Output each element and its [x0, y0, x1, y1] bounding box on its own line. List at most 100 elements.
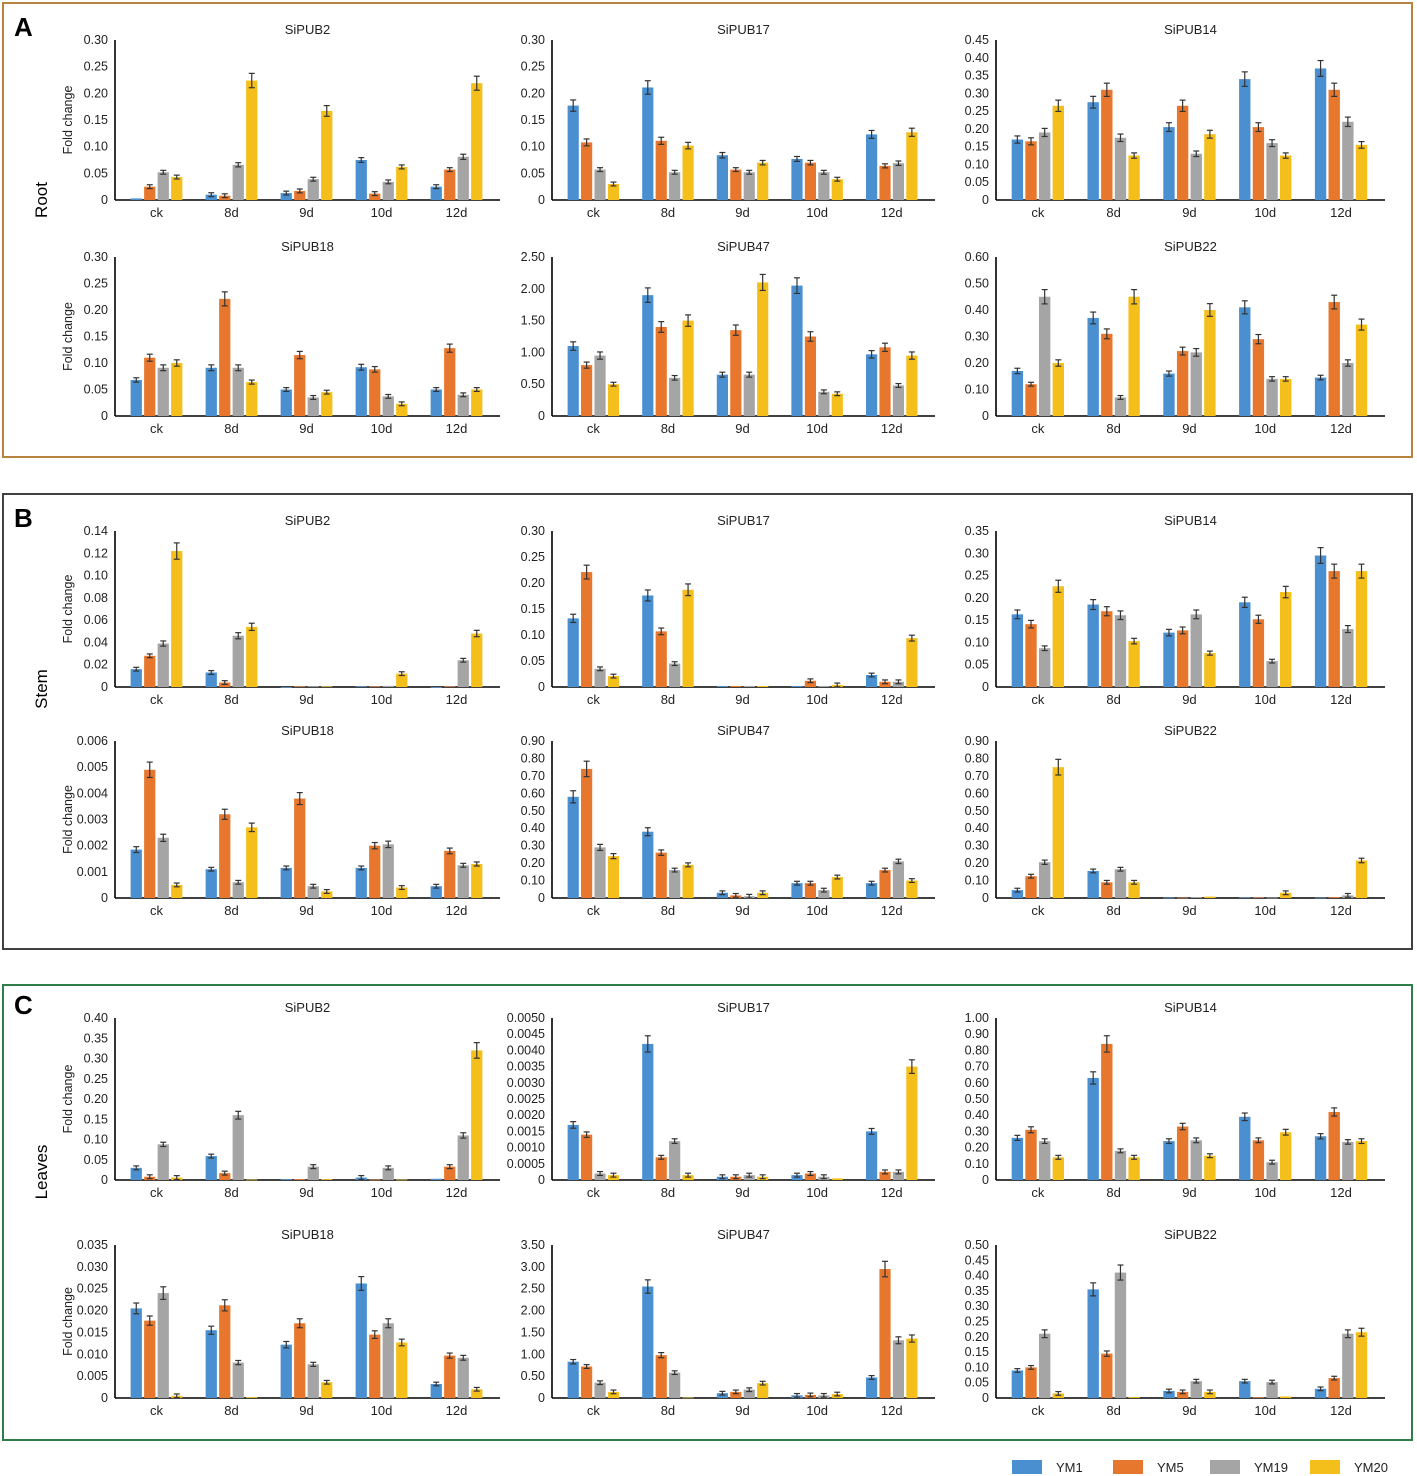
bar-ym20: [1128, 1397, 1140, 1398]
y-tick-label: 0.04: [84, 635, 108, 649]
y-tick-label: 0.50: [965, 804, 989, 818]
bar-ym20: [1280, 592, 1292, 687]
bar-ym20: [246, 80, 258, 200]
y-tick-label: 0.70: [965, 769, 989, 783]
bar-ym1: [1011, 1370, 1024, 1398]
bar-ym19: [594, 355, 606, 416]
y-tick-label: 0.12: [84, 546, 108, 560]
bar-ym5: [1101, 882, 1113, 898]
y-tick-label: 0.60: [965, 1076, 989, 1090]
y-tick-label: 0.40: [965, 821, 989, 835]
x-tick-label: 9d: [1182, 421, 1196, 436]
bar-ym20: [321, 110, 333, 200]
y-tick-label: 0.10: [84, 356, 108, 370]
y-tick-label: 0.45: [965, 33, 989, 47]
bar-ym1: [130, 1167, 142, 1180]
chart-c-sipub14: SiPUB14 0 0.10 0.20 0.30 0.40 0.50 0.60 0.70 0.80…: [965, 1000, 1385, 1200]
bar-ym5: [1025, 1129, 1037, 1180]
y-tick-label: 0.15: [965, 613, 989, 627]
bar-ym20: [1052, 105, 1064, 200]
x-tick-label: 9d: [1182, 692, 1196, 707]
bar-ym20: [1204, 896, 1216, 898]
bar-ym1: [1314, 68, 1327, 200]
bar-ym19: [1266, 1162, 1278, 1180]
bar-ym5: [581, 572, 593, 687]
bar-ym20: [1052, 767, 1064, 898]
bar-ym20: [831, 877, 843, 898]
y-tick-label: 0.15: [521, 113, 545, 127]
bar-ym5: [730, 685, 742, 687]
x-tick-label: ck: [1031, 421, 1045, 436]
bar-ym19: [157, 367, 169, 416]
bar-ym1: [205, 1330, 217, 1398]
x-tick-label: 12d: [881, 205, 903, 220]
y-tick-label: 0.90: [521, 734, 545, 748]
y-tick-label: 0.15: [84, 113, 108, 127]
bar-ym1: [280, 389, 292, 416]
bar-ym1: [130, 1308, 142, 1398]
y-tick-label: 0.25: [521, 550, 545, 564]
y-tick-label: 0: [538, 193, 545, 207]
x-tick-label: 9d: [1182, 903, 1196, 918]
x-tick-label: 9d: [1182, 1403, 1196, 1418]
chart-title: SiPUB47: [717, 239, 770, 254]
x-tick-label: ck: [587, 1403, 601, 1418]
tissue-label-root: Root: [32, 182, 51, 218]
bar-ym20: [246, 827, 258, 898]
bar-ym19: [1038, 862, 1051, 898]
bar-ym1: [1314, 555, 1327, 687]
bar-ym1: [205, 367, 217, 416]
y-tick-label: 0.15: [84, 1112, 108, 1126]
legend-label-ym20: YM20: [1354, 1460, 1388, 1475]
bar-ym20: [607, 856, 620, 898]
panel-b-letter: B: [14, 503, 33, 533]
bar-ym20: [471, 389, 483, 416]
x-tick-label: ck: [587, 903, 601, 918]
bar-ym20: [757, 162, 769, 200]
bar-ym19: [457, 660, 469, 687]
bar-ym20: [1128, 155, 1140, 200]
x-tick-label: 8d: [224, 903, 238, 918]
bar-ym5: [1025, 141, 1037, 200]
bar-ym20: [682, 320, 694, 416]
y-tick-label: 0: [538, 1173, 545, 1187]
chart-title: SiPUB17: [717, 513, 770, 528]
bar-ym5: [655, 852, 667, 898]
bar-ym19: [307, 886, 319, 898]
bar-ym5: [655, 1355, 667, 1398]
bar-ym1: [355, 160, 367, 200]
bar-ym1: [716, 155, 728, 200]
chart-a-sipub47: SiPUB47 0 0.50 1.00 1.50 2.00 2.50 ck 8d 9d 10d 12d: [521, 239, 935, 436]
bar-ym19: [232, 1115, 244, 1180]
tissue-label-leaves: Leaves: [32, 1145, 51, 1200]
bar-ym1: [1163, 1141, 1175, 1180]
y-tick-label: 0.0040: [507, 1043, 545, 1057]
bar-ym5: [804, 1173, 817, 1180]
bar-ym20: [682, 1397, 694, 1399]
bar-ym20: [246, 1397, 258, 1398]
bar-ym5: [1025, 1367, 1037, 1398]
chart-a-sipub2: SiPUB2 0 0.05 0.10 0.15 0.20 0.25 0.30 Fold chan…: [61, 22, 500, 220]
x-tick-label: 12d: [446, 1185, 468, 1200]
y-tick-label: 1.00: [521, 345, 545, 359]
bar-ym1: [1239, 1381, 1251, 1398]
y-tick-label: 0.50: [965, 1092, 989, 1106]
y-tick-label: 0.80: [521, 751, 545, 765]
chart-title: SiPUB17: [717, 1000, 770, 1015]
y-tick-label: 0.30: [521, 33, 545, 47]
x-tick-label: 10d: [1254, 205, 1276, 220]
bar-ym5: [294, 1323, 306, 1398]
y-tick-label: 0: [538, 409, 545, 423]
bar-ym5: [581, 1366, 593, 1398]
bar-ym1: [1163, 897, 1175, 899]
bar-ym5: [369, 369, 381, 416]
bar-ym19: [1190, 1140, 1202, 1180]
y-tick-label: 0.025: [77, 1282, 108, 1296]
bar-ym19: [1038, 1141, 1051, 1180]
x-tick-label: 12d: [1330, 1185, 1352, 1200]
bar-ym19: [818, 391, 830, 416]
y-tick-label: 0.20: [84, 86, 108, 100]
y-tick-label: 0.0015: [507, 1124, 545, 1138]
bar-ym1: [1011, 890, 1024, 898]
